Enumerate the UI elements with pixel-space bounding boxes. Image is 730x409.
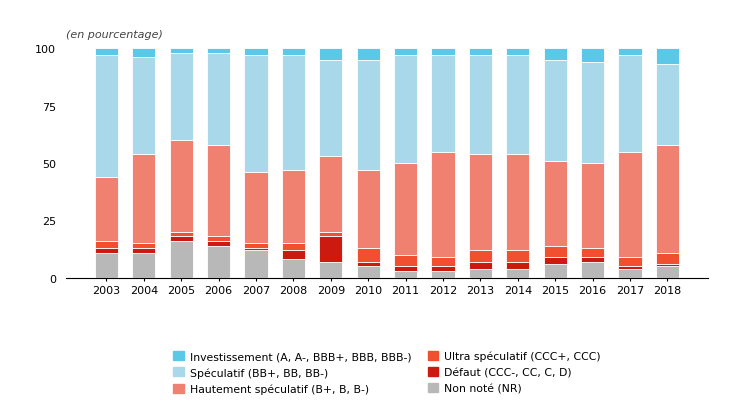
- Bar: [207, 237, 230, 241]
- Legend: Investissement (A, A-, BBB+, BBB, BBB-), Spéculatif (BB+, BB, BB-), Hautement sp: Investissement (A, A-, BBB+, BBB, BBB-),…: [170, 348, 604, 398]
- Bar: [618, 258, 642, 267]
- Bar: [282, 171, 305, 244]
- Bar: [431, 56, 455, 152]
- Bar: [207, 145, 230, 237]
- Bar: [282, 244, 305, 251]
- Bar: [95, 253, 118, 278]
- Bar: [357, 248, 380, 262]
- Bar: [282, 260, 305, 278]
- Bar: [469, 155, 492, 251]
- Bar: [282, 56, 305, 171]
- Bar: [544, 258, 566, 264]
- Bar: [656, 65, 679, 145]
- Bar: [357, 267, 380, 278]
- Bar: [245, 49, 268, 56]
- Bar: [394, 255, 417, 267]
- Bar: [95, 56, 118, 178]
- Bar: [544, 246, 566, 258]
- Bar: [506, 155, 529, 251]
- Bar: [506, 262, 529, 269]
- Bar: [394, 56, 417, 164]
- Bar: [95, 248, 118, 253]
- Bar: [357, 49, 380, 61]
- Bar: [581, 63, 604, 164]
- Bar: [581, 49, 604, 63]
- Bar: [169, 49, 193, 54]
- Bar: [357, 61, 380, 171]
- Bar: [319, 232, 342, 237]
- Bar: [394, 49, 417, 56]
- Bar: [169, 237, 193, 241]
- Bar: [169, 241, 193, 278]
- Bar: [618, 267, 642, 269]
- Bar: [132, 244, 155, 248]
- Bar: [245, 244, 268, 248]
- Bar: [319, 49, 342, 61]
- Bar: [357, 262, 380, 267]
- Bar: [431, 271, 455, 278]
- Bar: [656, 264, 679, 267]
- Bar: [357, 171, 380, 248]
- Bar: [618, 56, 642, 152]
- Bar: [581, 164, 604, 248]
- Bar: [581, 248, 604, 258]
- Bar: [95, 178, 118, 241]
- Bar: [282, 251, 305, 260]
- Bar: [207, 246, 230, 278]
- Bar: [132, 248, 155, 253]
- Bar: [394, 164, 417, 255]
- Bar: [245, 251, 268, 278]
- Bar: [132, 49, 155, 58]
- Text: (en pourcentage): (en pourcentage): [66, 30, 163, 40]
- Bar: [319, 262, 342, 278]
- Bar: [431, 49, 455, 56]
- Bar: [618, 269, 642, 278]
- Bar: [469, 269, 492, 278]
- Bar: [506, 49, 529, 56]
- Bar: [394, 267, 417, 271]
- Bar: [132, 253, 155, 278]
- Bar: [469, 56, 492, 155]
- Bar: [506, 251, 529, 262]
- Bar: [618, 49, 642, 56]
- Bar: [656, 253, 679, 264]
- Bar: [544, 264, 566, 278]
- Bar: [431, 267, 455, 271]
- Bar: [319, 61, 342, 157]
- Bar: [245, 173, 268, 244]
- Bar: [656, 145, 679, 253]
- Bar: [132, 58, 155, 155]
- Bar: [431, 258, 455, 267]
- Bar: [506, 56, 529, 155]
- Bar: [431, 152, 455, 258]
- Bar: [282, 49, 305, 56]
- Bar: [207, 241, 230, 246]
- Bar: [319, 157, 342, 232]
- Bar: [656, 49, 679, 65]
- Bar: [618, 152, 642, 258]
- Bar: [245, 248, 268, 251]
- Bar: [132, 155, 155, 244]
- Bar: [245, 56, 268, 173]
- Bar: [581, 262, 604, 278]
- Bar: [207, 54, 230, 145]
- Bar: [95, 241, 118, 248]
- Bar: [95, 49, 118, 56]
- Bar: [169, 232, 193, 237]
- Bar: [319, 237, 342, 262]
- Bar: [506, 269, 529, 278]
- Bar: [169, 141, 193, 232]
- Bar: [469, 262, 492, 269]
- Bar: [207, 49, 230, 54]
- Bar: [581, 258, 604, 262]
- Bar: [169, 54, 193, 141]
- Bar: [544, 49, 566, 61]
- Bar: [544, 161, 566, 246]
- Bar: [656, 267, 679, 278]
- Bar: [469, 251, 492, 262]
- Bar: [394, 271, 417, 278]
- Bar: [469, 49, 492, 56]
- Bar: [544, 61, 566, 161]
